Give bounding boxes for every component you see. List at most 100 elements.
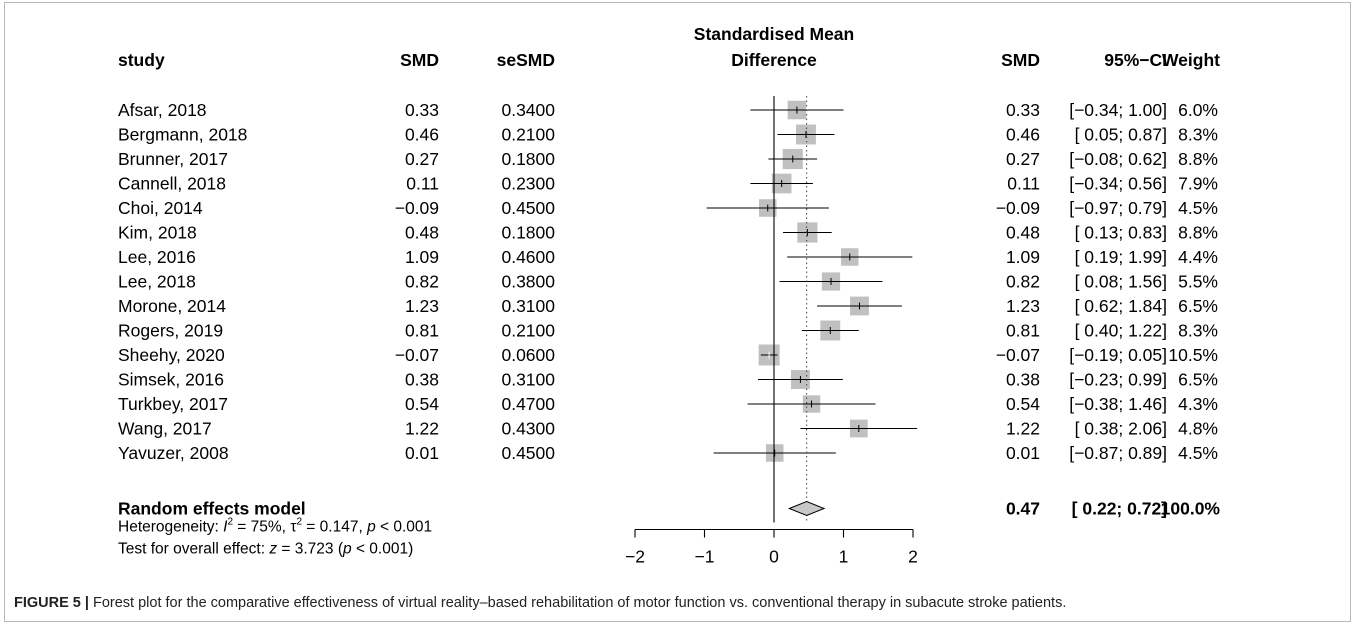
- study-label: Sheehy, 2020: [118, 345, 225, 365]
- study-weight: 8.3%: [1178, 125, 1218, 145]
- study-label: Lee, 2016: [118, 247, 196, 267]
- study-sesmd: 0.4500: [501, 198, 555, 218]
- i2-value: = 75%,: [233, 519, 290, 536]
- study-smd-right: 0.54: [1006, 394, 1040, 414]
- study-sesmd: 0.3400: [501, 100, 555, 120]
- figure-frame: [4, 2, 1351, 622]
- study-smd-right: −0.07: [996, 345, 1040, 365]
- study-smd: 0.33: [405, 100, 439, 120]
- study-sesmd: 0.3800: [501, 272, 555, 292]
- study-smd: 0.01: [405, 443, 439, 463]
- study-smd-right: 0.82: [1006, 272, 1040, 292]
- tau-value: = 0.147,: [302, 519, 367, 536]
- study-label: Rogers, 2019: [118, 321, 223, 341]
- overall-test-text: Test for overall effect: z = 3.723 (p < …: [118, 541, 413, 558]
- forest-plot: study SMD seSMD Standardised Mean Difference…: [118, 24, 1221, 567]
- study-label: Wang, 2017: [118, 419, 212, 439]
- study-smd-right: 0.46: [1006, 125, 1040, 145]
- tau-symbol: τ: [290, 519, 296, 536]
- overall-p-value: < 0.001): [352, 541, 414, 558]
- study-weight: 8.8%: [1178, 149, 1218, 169]
- header-weight: Weight: [1162, 50, 1220, 70]
- study-ci: [ 0.08; 1.56]: [1075, 272, 1167, 292]
- study-sesmd: 0.4300: [501, 419, 555, 439]
- study-label: Cannell, 2018: [118, 174, 226, 194]
- study-smd-right: 0.48: [1006, 223, 1040, 243]
- study-ci: [−0.38; 1.46]: [1069, 394, 1167, 414]
- study-label: Brunner, 2017: [118, 149, 228, 169]
- study-ci: [ 0.38; 2.06]: [1075, 419, 1167, 439]
- study-sesmd: 0.2300: [501, 174, 555, 194]
- study-smd-right: 0.33: [1006, 100, 1040, 120]
- study-smd: 1.23: [405, 296, 439, 316]
- study-label: Kim, 2018: [118, 223, 197, 243]
- study-weight: 10.5%: [1168, 345, 1218, 365]
- study-weight: 4.3%: [1178, 394, 1218, 414]
- study-sesmd: 0.3100: [501, 296, 555, 316]
- study-label: Choi, 2014: [118, 198, 203, 218]
- study-weight: 6.0%: [1178, 100, 1218, 120]
- heterogeneity-prefix: Heterogeneity:: [118, 519, 223, 536]
- heterogeneity-text: Heterogeneity: I2 = 75%, τ2 = 0.147, p <…: [118, 517, 432, 536]
- study-ci: [ 0.13; 0.83]: [1075, 223, 1167, 243]
- pooled-ci: [ 0.22; 0.72]: [1072, 499, 1167, 519]
- study-smd: 0.54: [405, 394, 439, 414]
- pooled-diamond: [787, 500, 826, 517]
- study-label: Afsar, 2018: [118, 100, 207, 120]
- study-weight: 6.5%: [1178, 370, 1218, 390]
- study-smd: −0.09: [395, 198, 439, 218]
- study-ci: [ 0.19; 1.99]: [1075, 247, 1167, 267]
- study-weight: 8.3%: [1178, 321, 1218, 341]
- i2-exponent: 2: [227, 517, 233, 528]
- het-p-symbol: p: [366, 519, 376, 536]
- caption-label: FIGURE 5 |: [14, 595, 89, 611]
- study-sesmd: 0.2100: [501, 125, 555, 145]
- study-weight: 7.9%: [1178, 174, 1218, 194]
- study-sesmd: 0.4600: [501, 247, 555, 267]
- study-sesmd: 0.0600: [501, 345, 555, 365]
- study-smd-right: 0.11: [1007, 174, 1040, 194]
- study-ci: [ 0.62; 1.84]: [1075, 296, 1167, 316]
- study-ci: [−0.19; 0.05]: [1069, 345, 1167, 365]
- header-plot-title-line2: Difference: [731, 50, 817, 70]
- study-ci: [−0.23; 0.99]: [1069, 370, 1167, 390]
- study-smd-right: 1.23: [1006, 296, 1040, 316]
- header-smd: SMD: [400, 50, 439, 70]
- header-plot-title-line1: Standardised Mean: [694, 24, 854, 44]
- study-sesmd: 0.4500: [501, 443, 555, 463]
- header-ci: 95%−CI: [1104, 50, 1167, 70]
- study-smd-right: 1.22: [1006, 419, 1040, 439]
- tau-exponent: 2: [296, 517, 302, 528]
- study-smd: 0.48: [405, 223, 439, 243]
- study-weight: 8.8%: [1178, 223, 1218, 243]
- study-sesmd: 0.2100: [501, 321, 555, 341]
- x-axis-tick-label: 1: [839, 547, 849, 567]
- study-smd: 0.11: [406, 174, 439, 194]
- pooled-smd: 0.47: [1006, 499, 1040, 519]
- study-ci: [−0.97; 0.79]: [1069, 198, 1167, 218]
- study-sesmd: 0.1800: [501, 223, 555, 243]
- study-smd-right: 1.09: [1006, 247, 1040, 267]
- study-label: Morone, 2014: [118, 296, 226, 316]
- study-ci: [−0.87; 0.89]: [1069, 443, 1167, 463]
- study-smd-right: 0.27: [1006, 149, 1040, 169]
- x-axis-tick-label: −2: [625, 547, 645, 567]
- i2-symbol: I: [223, 519, 228, 536]
- study-smd: 0.38: [405, 370, 439, 390]
- het-p-value: < 0.001: [376, 519, 432, 536]
- study-smd-right: 0.38: [1006, 370, 1040, 390]
- pooled-weight: 100.0%: [1161, 499, 1221, 519]
- study-weight: 6.5%: [1178, 296, 1218, 316]
- study-weight: 5.5%: [1178, 272, 1218, 292]
- figure-caption: FIGURE 5 | Forest plot for the comparati…: [14, 595, 1344, 611]
- study-smd: −0.07: [395, 345, 439, 365]
- x-axis-tick-label: 2: [908, 547, 918, 567]
- z-value: = 3.723 (: [277, 541, 344, 558]
- overall-p-symbol: p: [342, 541, 352, 558]
- study-weight: 4.5%: [1178, 443, 1218, 463]
- study-weight: 4.5%: [1178, 198, 1218, 218]
- study-smd-right: 0.01: [1006, 443, 1040, 463]
- pooled-label: Random effects model: [118, 499, 306, 519]
- study-ci: [−0.08; 0.62]: [1069, 149, 1167, 169]
- study-label: Lee, 2018: [118, 272, 196, 292]
